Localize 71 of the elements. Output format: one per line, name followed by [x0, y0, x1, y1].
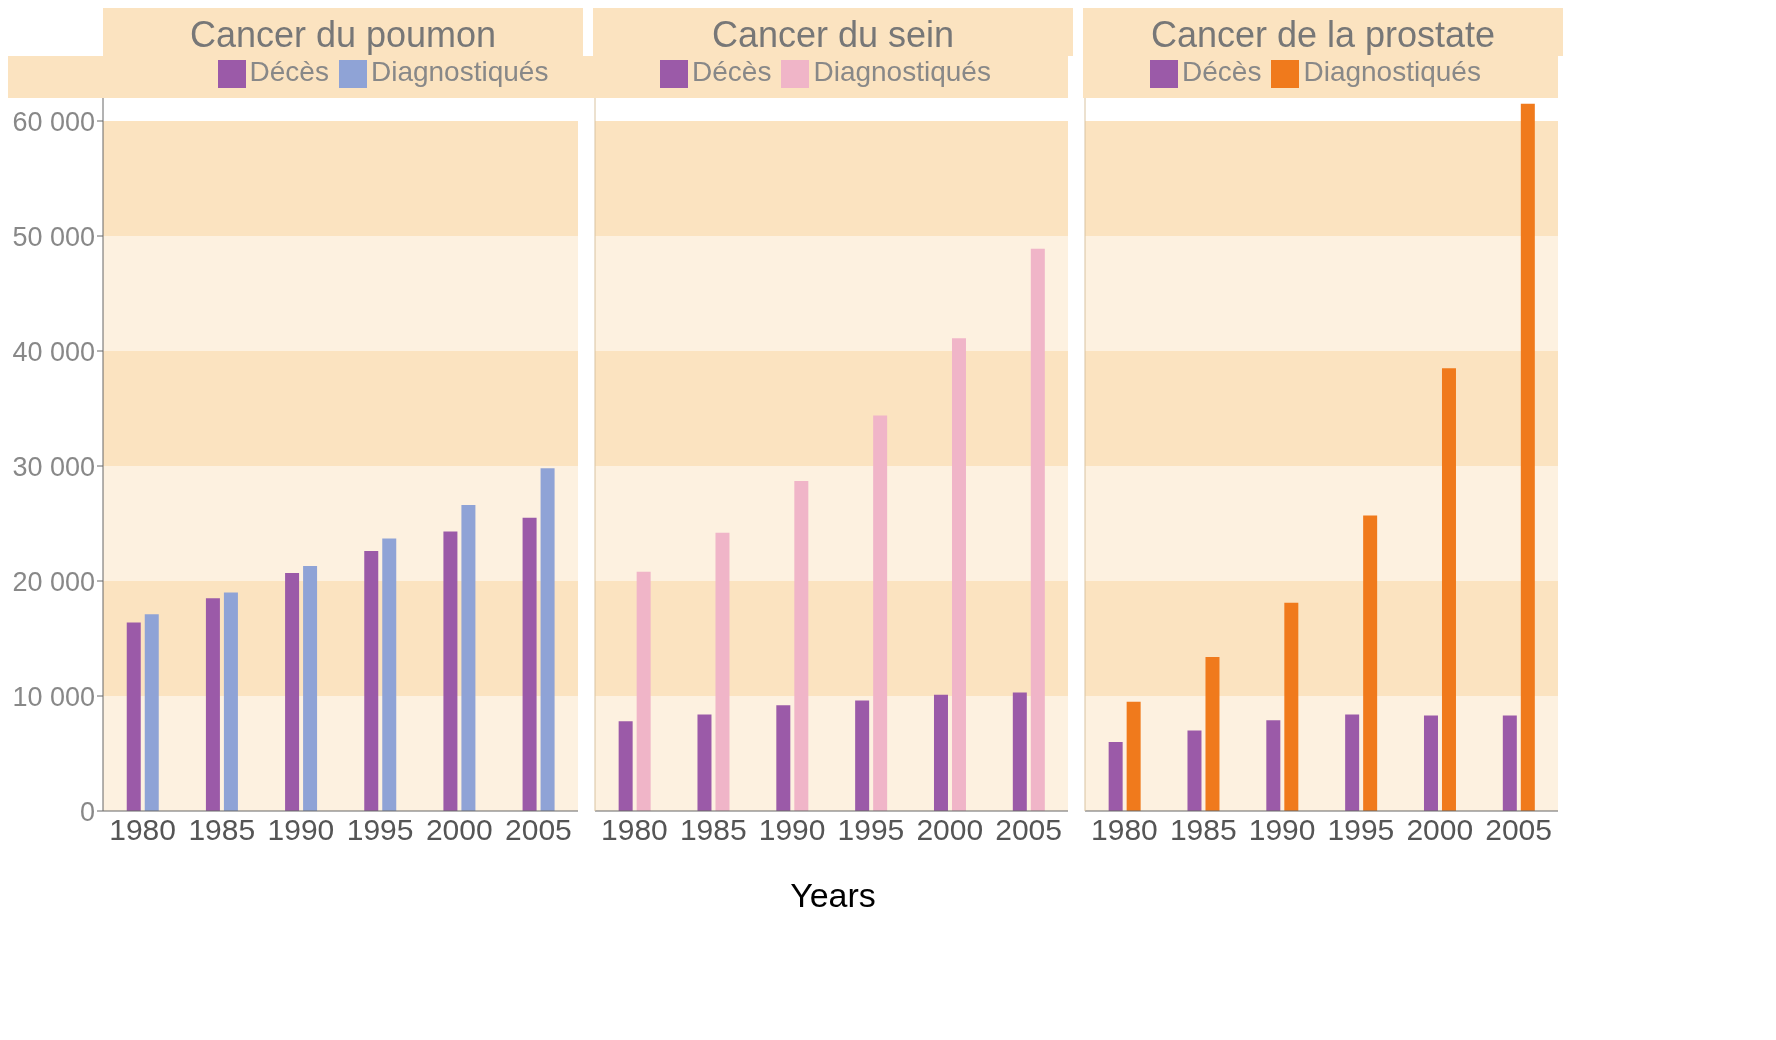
bar — [1502, 715, 1517, 811]
x-tick-label: 1980 — [109, 813, 176, 847]
y-tick-label: 0 — [79, 796, 95, 827]
x-tick-label: 1985 — [1169, 813, 1237, 847]
bar — [697, 714, 712, 811]
bar — [1345, 714, 1360, 811]
x-tick-label: 2005 — [1485, 813, 1552, 847]
bar — [776, 705, 791, 811]
bar — [223, 592, 238, 811]
bar — [461, 505, 476, 811]
x-tick-label: 2000 — [425, 813, 493, 847]
bar — [1284, 602, 1299, 811]
bar — [1423, 715, 1438, 811]
x-tick-label: 1985 — [679, 813, 747, 847]
bar — [1441, 368, 1456, 811]
legend-label: Décès — [1182, 56, 1262, 87]
bar — [285, 572, 300, 811]
legend-label: Diagnostiqués — [813, 56, 991, 87]
x-tick-label: 1990 — [267, 813, 335, 847]
bar — [794, 480, 809, 811]
bar — [873, 415, 888, 811]
legend-label: Diagnostiqués — [1303, 56, 1481, 87]
bar — [443, 531, 458, 811]
bar — [303, 566, 318, 811]
x-tick-label: 1995 — [1327, 813, 1395, 847]
x-tick-label: 1980 — [1091, 813, 1158, 847]
y-tick-label: 40 000 — [12, 336, 95, 367]
y-tick-label: 20 000 — [12, 566, 95, 597]
bar — [364, 551, 379, 811]
x-tick-label: 1990 — [758, 813, 826, 847]
chart-title: Cancer du poumon — [103, 8, 583, 56]
bar — [382, 538, 397, 811]
bar — [1012, 692, 1027, 811]
legend-label: Diagnostiqués — [370, 56, 549, 87]
bar — [1205, 656, 1220, 811]
bar — [951, 338, 966, 811]
y-tick-label: 30 000 — [12, 451, 95, 482]
bar — [522, 517, 537, 811]
bar — [933, 694, 948, 811]
chart-title: Cancer de la prostate — [1083, 8, 1563, 56]
bar — [1126, 701, 1141, 811]
bar — [540, 468, 555, 811]
x-tick-label: 1995 — [346, 813, 414, 847]
bar — [205, 598, 220, 811]
x-tick-label: 2005 — [505, 813, 572, 847]
x-tick-label: 2000 — [1406, 813, 1474, 847]
x-tick-label: 1995 — [837, 813, 905, 847]
bar — [636, 571, 651, 811]
y-tick-label: 60 000 — [12, 106, 95, 137]
bar — [144, 614, 159, 811]
x-tick-label: 1985 — [188, 813, 256, 847]
bar — [126, 622, 141, 811]
bar — [855, 700, 870, 811]
legend-label: Décès — [692, 56, 772, 87]
y-tick-label: 10 000 — [12, 681, 95, 712]
bar — [715, 532, 730, 811]
bar — [1266, 720, 1281, 811]
bar — [1520, 103, 1535, 811]
x-tick-label: 1980 — [601, 813, 668, 847]
legend-label: Décès — [249, 56, 329, 87]
y-tick-label: 50 000 — [12, 221, 95, 252]
x-tick-label: 2005 — [995, 813, 1062, 847]
chart-title: Cancer du sein — [593, 8, 1073, 56]
bar — [1108, 742, 1123, 811]
x-tick-label: 1990 — [1248, 813, 1316, 847]
bar — [618, 721, 633, 811]
bar — [1363, 515, 1378, 811]
bar — [1030, 248, 1045, 811]
x-tick-label: 2000 — [916, 813, 984, 847]
x-axis-title: Years — [789, 876, 877, 915]
bar — [1187, 730, 1202, 811]
